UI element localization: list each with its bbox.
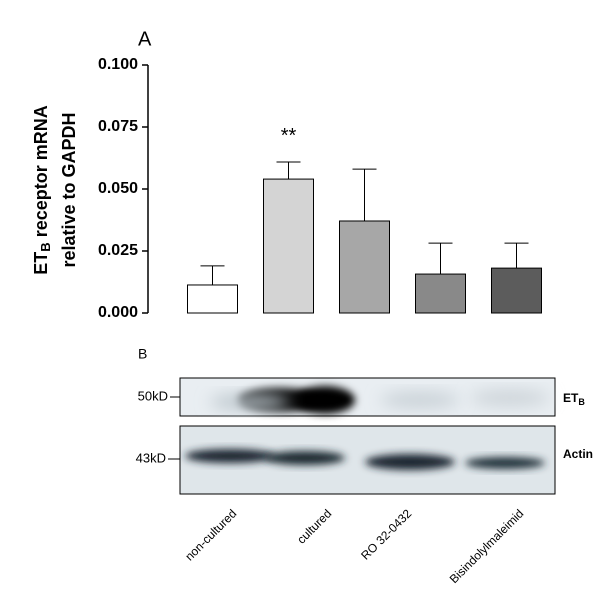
annotation: ** <box>281 125 297 147</box>
lane-label: cultured <box>294 506 334 546</box>
y-tick-label: 0.025 <box>98 242 138 259</box>
bar <box>491 267 542 314</box>
band <box>365 454 455 470</box>
band <box>380 392 460 408</box>
lane-label: non-cultured <box>182 506 239 563</box>
protein-text: ET <box>563 391 579 405</box>
bar <box>339 220 390 314</box>
bar <box>415 273 466 314</box>
panel-label: A <box>138 28 152 50</box>
panel-label: B <box>138 346 147 362</box>
protein-label: Actin <box>563 447 593 461</box>
y-tick-label: 0.100 <box>98 56 138 73</box>
band <box>470 390 550 406</box>
band <box>265 451 345 465</box>
lane-label: RO 32-0432 <box>358 506 414 562</box>
blot-bands <box>210 386 550 414</box>
y-label-text: ET <box>31 252 51 275</box>
blot-bands <box>185 449 545 470</box>
y-axis-label: ETB receptor mRNA <box>31 105 54 274</box>
protein-label: ETB <box>563 391 585 407</box>
bar <box>187 284 238 314</box>
y-label-text: receptor mRNA <box>31 105 51 242</box>
y-label-sub: B <box>38 242 53 251</box>
marker-label: 43kD <box>136 450 166 465</box>
bar <box>263 178 314 314</box>
y-axis-label: relative to GAPDH <box>59 112 79 267</box>
y-tick-label: 0.000 <box>98 304 138 321</box>
marker-label: 50kD <box>138 388 168 403</box>
band <box>185 449 275 463</box>
band <box>295 386 355 414</box>
protein-sub: B <box>578 397 585 407</box>
band <box>465 457 545 469</box>
y-tick-label: 0.075 <box>98 118 138 135</box>
y-tick-label: 0.050 <box>98 180 138 197</box>
lane-label: Bisindolylmaleimid <box>447 506 527 586</box>
band <box>210 394 290 410</box>
